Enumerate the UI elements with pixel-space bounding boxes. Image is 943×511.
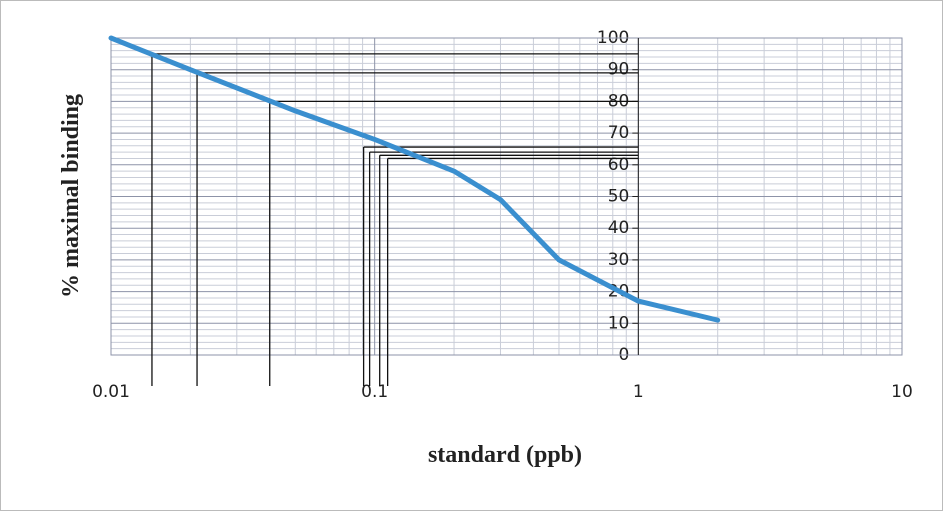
y-tick-label: 30 (608, 250, 630, 270)
y-tick-label: 60 (608, 155, 630, 175)
y-tick-label: 10 (608, 313, 630, 333)
y-tick-label: 70 (608, 123, 630, 143)
x-tick-label: 1 (633, 382, 644, 402)
x-tick-label: 0.01 (92, 382, 130, 402)
chart: standard (ppb) % maximal binding 0.01 0.1… (0, 0, 943, 511)
x-axis-label: standard (ppb) (428, 442, 582, 468)
x-tick-label: 10 (891, 382, 913, 402)
chart-frame (1, 1, 943, 511)
y-axis-label: % maximal binding (58, 94, 84, 298)
y-tick-label: 40 (608, 218, 630, 238)
y-tick-label: 90 (608, 60, 630, 80)
page: {"chart_data": {"type": "line", "xlabel"… (0, 0, 943, 511)
y-tick-label: 50 (608, 187, 630, 207)
x-tick-label: 0.1 (361, 382, 388, 402)
